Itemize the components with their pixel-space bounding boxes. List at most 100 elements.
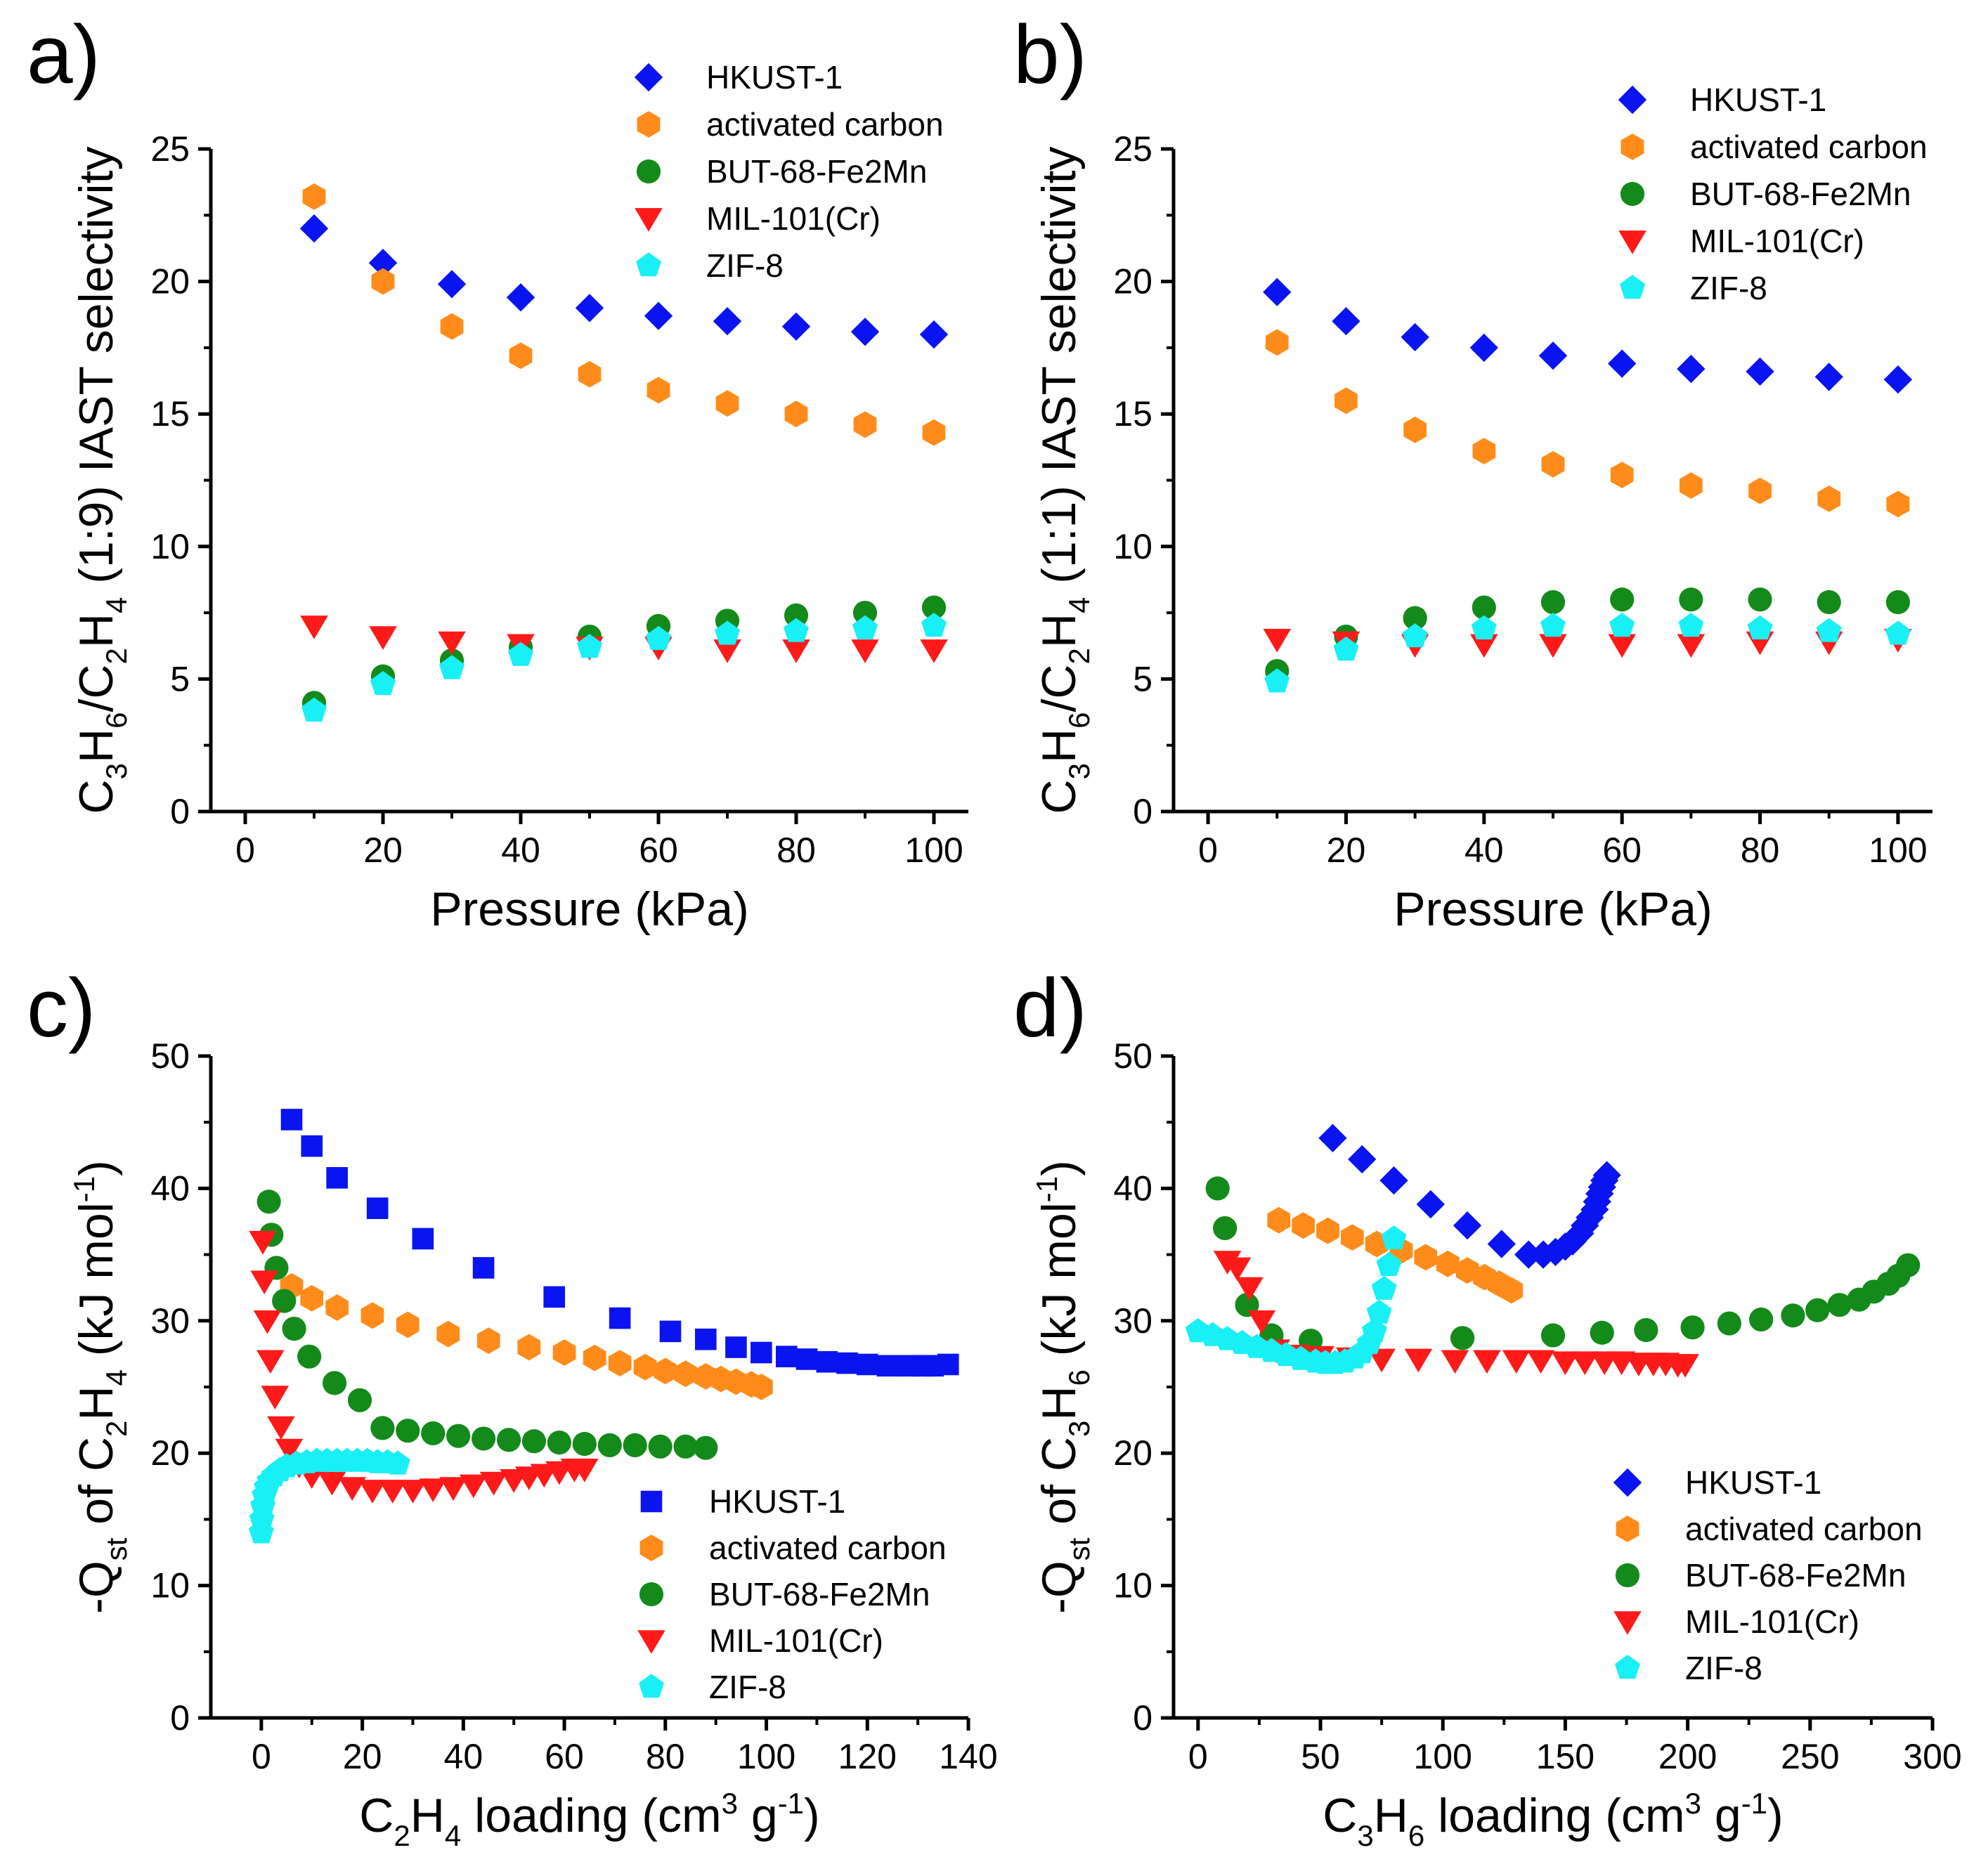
data-point	[1540, 1323, 1566, 1348]
data-point	[1473, 1350, 1501, 1374]
data-point	[1748, 587, 1772, 612]
data-point	[1332, 307, 1360, 336]
data-point	[920, 639, 948, 663]
data-point	[1502, 1350, 1531, 1374]
data-point	[673, 1434, 698, 1459]
data-point	[368, 249, 398, 278]
data-point	[1551, 1351, 1580, 1375]
legend-label: MIL-101(Cr)	[1685, 1603, 1859, 1640]
data-point	[1680, 472, 1703, 499]
y-tick-label: 10	[150, 1566, 190, 1605]
data-point	[1680, 1315, 1705, 1340]
data-point	[249, 1230, 277, 1255]
data-point	[852, 601, 878, 625]
data-point	[1816, 618, 1842, 642]
data-point	[547, 1431, 571, 1455]
data-point	[1469, 333, 1498, 363]
series-activated-carbon	[1265, 329, 1910, 518]
series-activated-carbon	[1267, 1206, 1524, 1304]
series-but-68-fe2mn	[1265, 587, 1911, 684]
data-point	[1500, 1277, 1524, 1304]
data-point	[713, 307, 742, 336]
y-tick-label: 0	[1133, 792, 1152, 831]
data-point	[322, 1371, 347, 1395]
x-tick-label: 50	[1301, 1737, 1340, 1776]
data-point	[301, 697, 327, 722]
data-point	[1679, 587, 1703, 612]
data-point	[384, 1450, 410, 1475]
y-tick-label: 15	[150, 394, 190, 434]
data-point	[1487, 1230, 1516, 1258]
data-point	[446, 1424, 471, 1448]
data-point	[876, 1355, 899, 1377]
legend-label: activated carbon	[709, 1530, 947, 1566]
legend-label: activated carbon	[1685, 1511, 1923, 1547]
data-point	[922, 419, 946, 446]
data-point	[1264, 668, 1290, 693]
legend-marker	[639, 1535, 663, 1561]
data-point	[1538, 341, 1568, 370]
data-point	[1371, 1275, 1397, 1300]
x-axis-title: Pressure (kPa)	[1394, 882, 1712, 936]
data-point	[436, 1320, 460, 1348]
data-point	[438, 631, 466, 656]
legend-marker	[640, 1490, 663, 1513]
data-point	[1526, 1350, 1555, 1374]
data-point	[583, 1344, 606, 1372]
data-point	[816, 1350, 838, 1373]
data-point	[571, 1459, 599, 1483]
legend-label: BUT-68-Fe2Mn	[709, 1576, 930, 1613]
y-tick-label: 10	[1113, 1566, 1152, 1605]
data-point	[850, 318, 880, 346]
data-point	[1747, 615, 1773, 639]
legend-marker	[635, 208, 663, 232]
data-point	[1592, 1161, 1621, 1190]
data-point	[784, 400, 808, 428]
y-tick-label: 40	[1113, 1168, 1152, 1208]
data-point	[608, 1350, 632, 1376]
legend-label: BUT-68-Fe2Mn	[1685, 1557, 1906, 1594]
data-point	[1571, 1351, 1599, 1375]
data-point	[1677, 354, 1706, 384]
panel-b: b) 0 5 10 15 20 25 0 20 40 60 80 100 Pressure (kPa) C3…	[1013, 8, 1933, 936]
data-point	[1470, 634, 1498, 658]
legend-label: activated carbon	[1690, 129, 1928, 165]
data-point	[1677, 634, 1706, 658]
legend-label: MIL-101(Cr)	[706, 200, 881, 237]
legend-marker	[1620, 181, 1645, 207]
data-point	[1671, 1354, 1699, 1378]
data-point	[1453, 1211, 1482, 1240]
data-point	[654, 1357, 677, 1385]
data-point	[300, 1284, 324, 1312]
legend-marker	[1620, 275, 1645, 299]
data-point	[1361, 1318, 1387, 1343]
legend-marker	[1613, 1468, 1642, 1497]
series-hkust-1	[280, 1109, 959, 1377]
y-tick-label: 20	[1113, 262, 1152, 301]
data-point	[396, 1419, 420, 1443]
data-point	[921, 595, 947, 620]
data-point	[750, 1374, 773, 1400]
data-point	[253, 1310, 282, 1334]
legend-label: MIL-101(Cr)	[1690, 223, 1864, 259]
data-point	[282, 1317, 306, 1341]
data-point	[1717, 1311, 1741, 1336]
x-tick-label: 20	[1327, 830, 1366, 870]
data-point	[784, 603, 809, 627]
panel-a: a) 0 5 10 15 20 25 0 20 40 60 80 100 Pressure (kPa) C3…	[27, 8, 968, 936]
y-tick-label: 5	[170, 659, 190, 698]
legend-marker	[1615, 1563, 1640, 1588]
x-tick-label: 300	[1903, 1737, 1961, 1776]
data-point	[1403, 416, 1427, 443]
data-point	[1748, 477, 1772, 504]
data-point	[1749, 1307, 1774, 1332]
y-tick-label: 0	[170, 1698, 190, 1738]
x-tick-label: 40	[501, 830, 540, 870]
x-tick-label: 0	[252, 1737, 271, 1776]
data-point	[1267, 1206, 1291, 1234]
x-tick-label: 0	[235, 830, 255, 870]
x-axis-title: Pressure (kPa)	[430, 882, 748, 936]
x-tick-label: 80	[777, 830, 816, 870]
data-point	[1817, 589, 1841, 615]
data-point	[674, 1360, 697, 1388]
